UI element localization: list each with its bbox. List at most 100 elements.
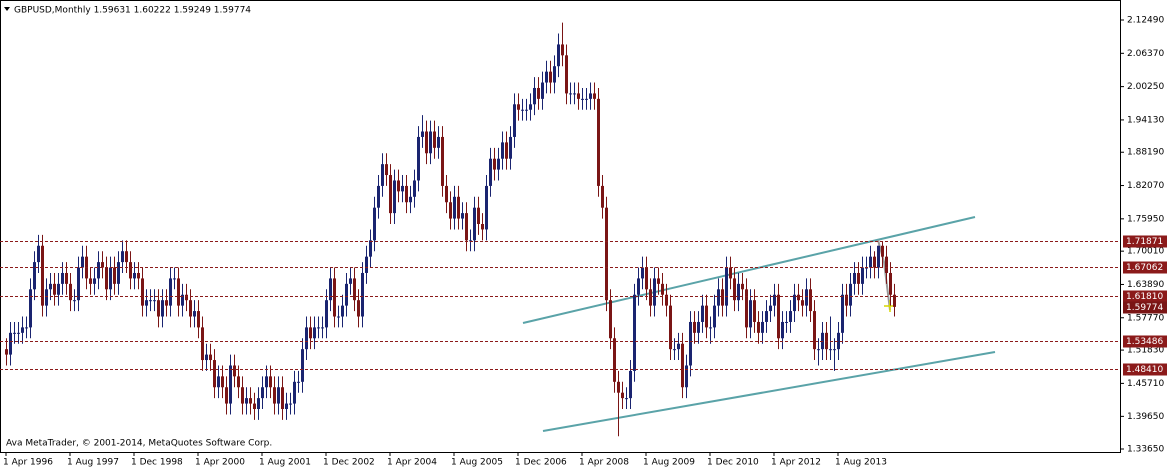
candle-body: [801, 300, 804, 306]
candle-body: [405, 185, 408, 203]
candle-body: [837, 332, 840, 350]
candle-body: [217, 376, 220, 388]
candle-body: [189, 300, 192, 317]
candle-body: [841, 294, 844, 333]
candle-body: [93, 278, 96, 284]
candle-body: [221, 376, 224, 388]
candle-body: [397, 180, 400, 192]
candle-body: [701, 305, 704, 322]
candle-body: [373, 207, 376, 241]
y-tick-label: 1.75950: [1127, 214, 1164, 224]
candle-body: [705, 305, 708, 328]
candle-body: [421, 131, 424, 137]
candle-body: [565, 55, 568, 94]
candle-body: [57, 283, 60, 295]
candle-body: [829, 349, 832, 351]
candle-body: [401, 185, 404, 192]
y-tick-label: 1.82070: [1127, 181, 1164, 191]
level-label: 1.53486: [1126, 337, 1163, 347]
candle-body: [245, 398, 248, 404]
candle-body: [677, 343, 680, 350]
candle-body: [305, 327, 308, 350]
candle-body: [137, 272, 140, 279]
candle-body: [477, 207, 480, 225]
candle-body: [873, 256, 876, 268]
candle-body: [273, 387, 276, 404]
candle-body: [253, 403, 256, 410]
candle-body: [713, 305, 716, 328]
candle-body: [285, 403, 288, 410]
candle-body: [525, 109, 528, 111]
candle-body: [741, 283, 744, 290]
candle-body: [157, 300, 160, 317]
menu-icon[interactable]: [4, 7, 10, 11]
candle-body: [889, 272, 892, 295]
x-tick-label: 1 Dec 2010: [707, 458, 759, 468]
candle-body: [673, 349, 676, 351]
y-tick-label: 1.33650: [1127, 445, 1164, 455]
candle-body: [201, 327, 204, 361]
candle-body: [553, 66, 556, 83]
candle-body: [661, 283, 664, 295]
x-tick-label: 1 Aug 2001: [259, 458, 311, 468]
candle-body: [605, 207, 608, 301]
candle-body: [45, 289, 48, 306]
candle-body: [437, 136, 440, 148]
candle-body: [657, 278, 660, 284]
candle-body: [153, 300, 156, 302]
candle-body: [177, 278, 180, 306]
y-tick-label: 1.70010: [1127, 247, 1164, 257]
candle-body: [805, 289, 808, 306]
candle-body: [693, 321, 696, 333]
candle-body: [749, 300, 752, 328]
candle-body: [41, 245, 44, 306]
candle-body: [481, 224, 484, 230]
candle-body: [753, 300, 756, 322]
candle-body: [229, 365, 232, 404]
candle-body: [77, 267, 80, 301]
candle-body: [709, 327, 712, 329]
x-tick-label: 1 Aug 1997: [67, 458, 119, 468]
candle-body: [113, 267, 116, 284]
candle-body: [345, 283, 348, 306]
y-tick-label: 1.63890: [1127, 280, 1164, 290]
candle-body: [517, 104, 520, 110]
candle-body: [281, 387, 284, 410]
candle-body: [669, 305, 672, 350]
candle-body: [197, 311, 200, 328]
candle-body: [269, 376, 272, 388]
candle-body: [161, 300, 164, 317]
y-tick-label: 2.12490: [1127, 16, 1164, 26]
candle-body: [369, 240, 372, 257]
candle-body: [857, 272, 860, 284]
level-tag: [1123, 261, 1167, 274]
candle-body: [685, 365, 688, 388]
candle-body: [149, 300, 152, 302]
candle-body: [341, 305, 344, 317]
candle-body: [333, 278, 336, 317]
candle-body: [469, 240, 472, 242]
candle-body: [729, 267, 732, 279]
candle-body: [53, 283, 56, 295]
x-tick-label: 1 Apr 2008: [579, 458, 629, 468]
candle-body: [585, 98, 588, 100]
candle-body: [257, 398, 260, 410]
candle-body: [593, 93, 596, 99]
candle-body: [597, 98, 600, 186]
price-tag: [1123, 301, 1167, 314]
candle-body: [349, 278, 352, 284]
candle-body: [581, 98, 584, 100]
plot-frame: [0, 0, 1121, 453]
candle-body: [301, 349, 304, 382]
candle-body: [569, 93, 572, 95]
candle-body: [61, 272, 64, 284]
candle-body: [493, 158, 496, 170]
footer: Ava MetaTrader, © 2001-2014, MetaQuotes …: [6, 439, 272, 449]
candle-body: [21, 327, 24, 333]
x-tick-label: 1 Apr 2012: [771, 458, 821, 468]
candle-body: [89, 278, 92, 284]
candle-body: [485, 185, 488, 230]
candle-body: [409, 196, 412, 203]
candle-body: [277, 387, 280, 404]
